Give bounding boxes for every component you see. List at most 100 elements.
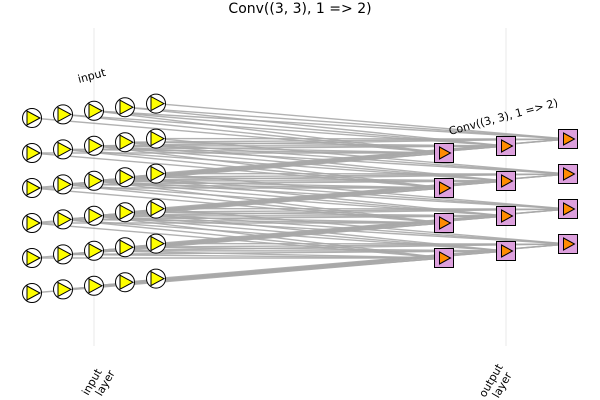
input-node [84, 240, 104, 261]
input-node [84, 100, 104, 121]
edge-line [93, 180, 569, 210]
play-triangle-icon [563, 132, 576, 146]
output-node [558, 164, 578, 184]
edge-line [155, 207, 569, 245]
output-node [496, 171, 516, 191]
play-triangle-icon [439, 146, 452, 160]
edge-line [155, 172, 569, 210]
play-triangle-icon [57, 141, 73, 158]
play-triangle-icon [57, 246, 73, 263]
output-node-group [434, 129, 578, 268]
play-triangle-icon [26, 215, 42, 231]
play-triangle-icon [150, 270, 166, 287]
output-axis-label: output layer [476, 359, 518, 400]
edge-line [124, 211, 569, 245]
play-triangle-icon [88, 207, 104, 224]
play-triangle-icon [57, 281, 73, 298]
play-triangle-icon [563, 237, 576, 251]
input-node [115, 167, 135, 188]
edge-line [93, 145, 569, 175]
play-triangle-icon [119, 239, 135, 256]
play-triangle-icon [501, 244, 514, 258]
play-triangle-icon [26, 250, 42, 266]
play-triangle-icon [439, 216, 452, 230]
input-node [146, 233, 166, 254]
play-triangle-icon [88, 102, 104, 119]
input-node [115, 237, 135, 258]
play-triangle-icon [88, 137, 104, 154]
input-node [84, 135, 104, 156]
edge-line [124, 106, 569, 140]
input-node [22, 143, 42, 163]
input-node [53, 174, 73, 195]
input-node [22, 283, 42, 303]
play-triangle-icon [439, 181, 452, 195]
edge-group [31, 102, 569, 294]
input-node [146, 128, 166, 149]
play-triangle-icon [119, 134, 135, 151]
play-triangle-icon [119, 274, 135, 291]
input-node [22, 213, 42, 233]
output-node [496, 136, 516, 156]
input-node [53, 139, 73, 160]
play-triangle-icon [88, 172, 104, 189]
play-triangle-icon [501, 139, 514, 153]
edge-line [155, 137, 569, 175]
play-triangle-icon [88, 277, 104, 294]
output-node [558, 234, 578, 254]
play-triangle-icon [119, 204, 135, 221]
play-triangle-icon [563, 202, 576, 216]
play-triangle-icon [150, 130, 166, 147]
play-triangle-icon [501, 174, 514, 188]
play-triangle-icon [501, 209, 514, 223]
input-axis-label: input layer [79, 361, 118, 400]
output-node [496, 241, 516, 261]
input-node [115, 132, 135, 153]
input-node [146, 163, 166, 184]
input-node [146, 93, 166, 114]
play-triangle-icon [57, 211, 73, 228]
play-triangle-icon [150, 165, 166, 182]
edge-line [124, 141, 569, 175]
play-triangle-icon [26, 145, 42, 161]
play-triangle-icon [150, 235, 166, 252]
input-node [84, 275, 104, 296]
input-node-group [22, 93, 166, 303]
play-triangle-icon [150, 95, 166, 112]
play-triangle-icon [26, 180, 42, 196]
output-node [434, 248, 454, 268]
input-node [146, 198, 166, 219]
play-triangle-icon [57, 106, 73, 123]
edge-line [155, 102, 569, 140]
output-node [434, 178, 454, 198]
input-node [22, 248, 42, 268]
input-node [115, 97, 135, 118]
input-node [115, 272, 135, 293]
output-node [558, 129, 578, 149]
output-node [434, 143, 454, 163]
input-node [115, 202, 135, 223]
edge-line [124, 176, 569, 210]
diagram-title: Conv((3, 3), 1 => 2) [228, 1, 371, 17]
play-triangle-icon [119, 99, 135, 116]
play-triangle-icon [150, 200, 166, 217]
play-triangle-icon [119, 169, 135, 186]
input-node [53, 279, 73, 300]
input-node [84, 170, 104, 191]
play-triangle-icon [57, 176, 73, 193]
play-triangle-icon [88, 242, 104, 259]
input-node [22, 178, 42, 198]
edge-line [93, 215, 569, 245]
output-node [434, 213, 454, 233]
input-node [146, 268, 166, 289]
input-group-label: input [76, 66, 107, 86]
play-triangle-icon [26, 285, 42, 301]
output-node [558, 199, 578, 219]
play-triangle-icon [439, 251, 452, 265]
input-node [53, 209, 73, 230]
input-node [22, 108, 42, 128]
output-group-label: Conv((3, 3), 1 => 2) [447, 96, 559, 138]
play-triangle-icon [26, 110, 42, 126]
edge-line [93, 110, 569, 140]
